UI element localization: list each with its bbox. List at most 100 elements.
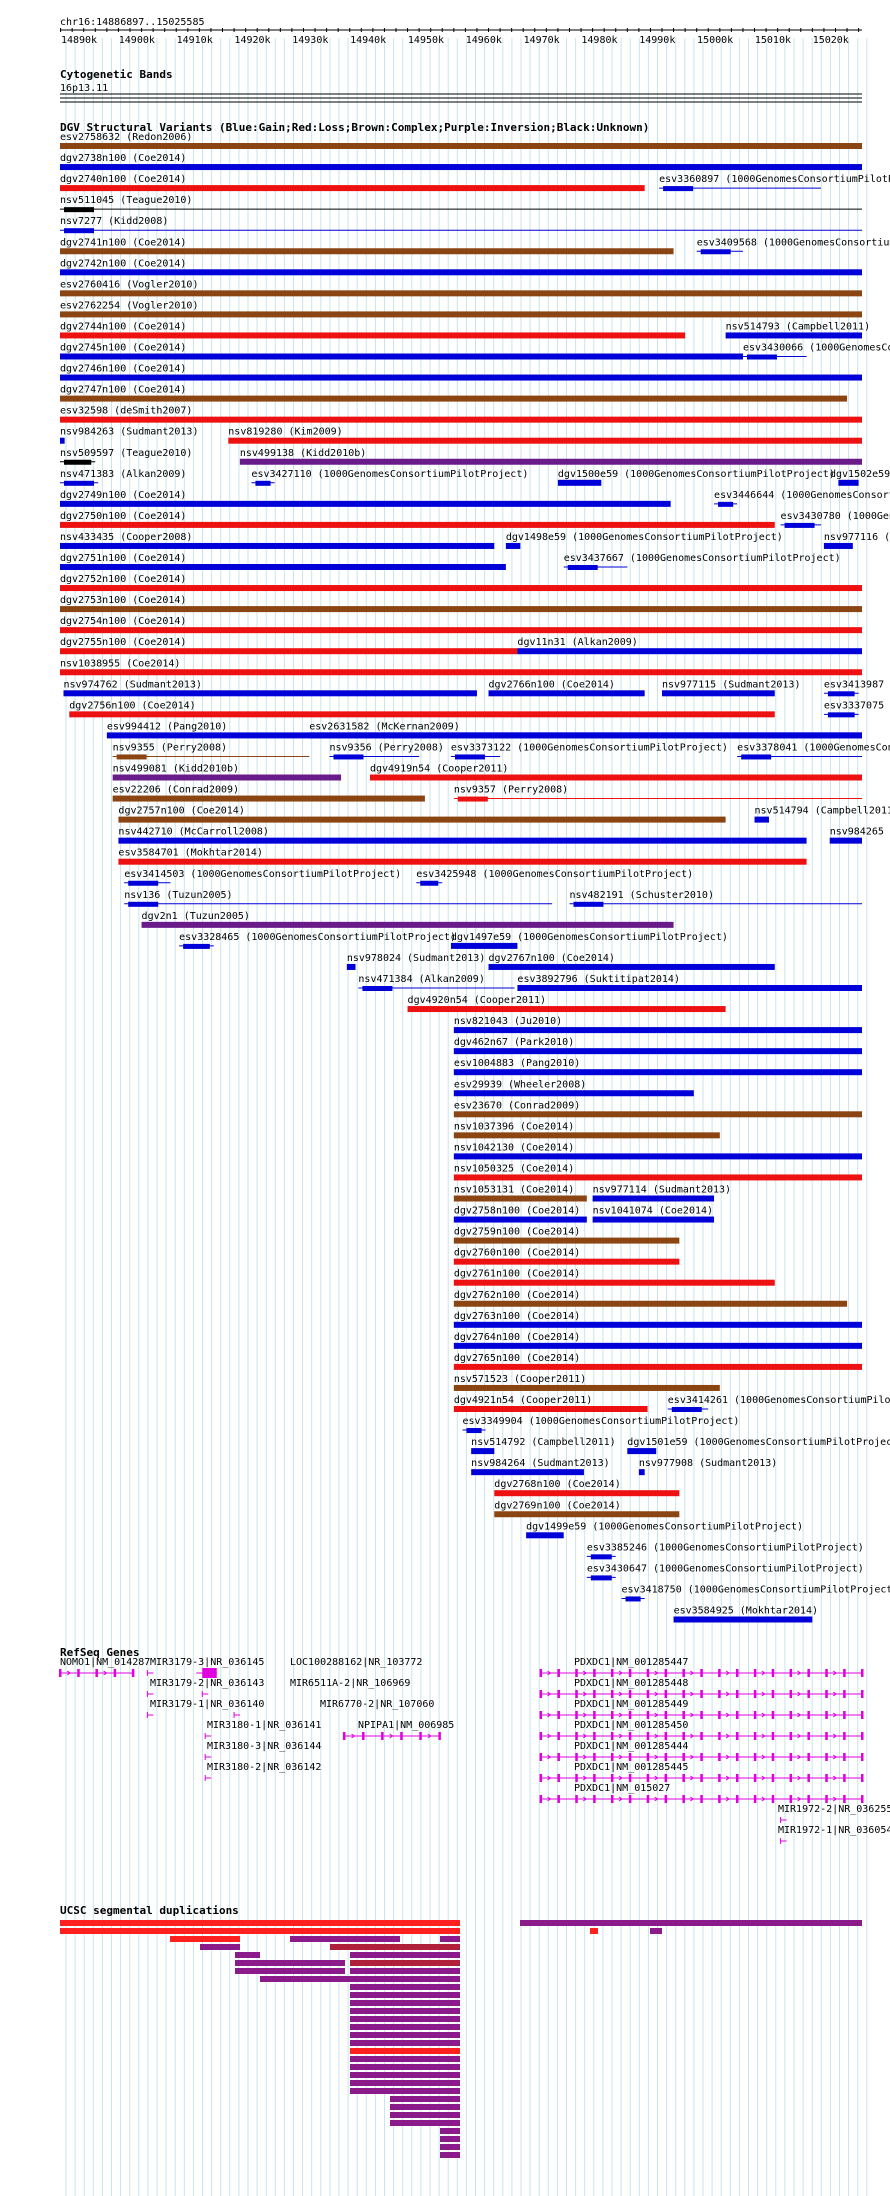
gene-exon[interactable] (789, 1732, 793, 1740)
gene-exon[interactable] (861, 1795, 864, 1803)
variant-bar[interactable] (60, 332, 686, 339)
gene-exon[interactable] (843, 1669, 846, 1677)
gene[interactable]: MIR1972-2|NR_036255 (778, 1804, 890, 1823)
gene-exon[interactable] (593, 1753, 596, 1761)
variant[interactable]: nsv514794 (Campbell2011) (754, 806, 890, 823)
gene-exon[interactable] (735, 1711, 739, 1719)
gene-exon[interactable] (575, 1753, 578, 1761)
variant[interactable]: nsv974762 (Sudmant2013) (63, 679, 477, 697)
variant[interactable]: nsv819280 (Kim2009) (228, 427, 863, 444)
variant-bar[interactable] (494, 1511, 680, 1518)
gene-exon[interactable] (771, 1690, 775, 1698)
gene-exon[interactable] (575, 1669, 578, 1677)
gene[interactable]: MIR3180-1|NR_036141 (204, 1720, 321, 1739)
variant[interactable]: dgv2758n100 (Coe2014) (453, 1206, 587, 1223)
variant[interactable]: dgv4920n54 (Cooper2011) (407, 995, 726, 1013)
gene-exon[interactable] (771, 1669, 775, 1677)
gene-exon[interactable] (861, 1669, 864, 1677)
gene-exon[interactable] (539, 1690, 543, 1698)
gene-exon[interactable] (362, 1732, 365, 1740)
segdup-feature[interactable] (390, 2112, 460, 2118)
gene-exon[interactable] (664, 1669, 668, 1677)
variant[interactable]: dgv2767n100 (Coe2014) (488, 953, 775, 970)
gene-exon[interactable] (646, 1774, 650, 1782)
segdup-feature[interactable] (170, 1936, 240, 1942)
gene[interactable]: MIR3180-3|NR_036144 (204, 1741, 321, 1760)
gene[interactable]: PDXDC1|NM_001285445 (539, 1762, 864, 1782)
variant[interactable]: dgv2760n100 (Coe2014) (453, 1248, 680, 1265)
variant-block[interactable] (746, 354, 777, 360)
variant[interactable]: esv3385246 (1000GenomesConsortiumPilotPr… (586, 1542, 864, 1560)
variant[interactable]: nsv499081 (Kidd2010b) (112, 764, 342, 781)
variant-bar[interactable] (453, 1216, 587, 1223)
gene-exon[interactable] (771, 1795, 775, 1803)
variant-bar[interactable] (60, 395, 848, 402)
gene-exon[interactable] (753, 1669, 757, 1677)
gene-exon[interactable] (113, 1669, 117, 1677)
variant[interactable]: nsv571523 (Cooper2011) (453, 1374, 720, 1391)
gene-exon[interactable] (861, 1690, 864, 1698)
segdup-feature[interactable] (590, 1928, 598, 1934)
variant[interactable]: nsv1038955 (Coe2014) (60, 658, 862, 676)
gene-exon[interactable] (735, 1795, 739, 1803)
variant-bar[interactable] (239, 458, 862, 465)
variant-bar[interactable] (453, 1321, 862, 1328)
variant-bar[interactable] (453, 1153, 862, 1160)
variant[interactable]: nsv136 (Tuzun2005) (124, 890, 553, 907)
segdup-feature[interactable] (350, 1960, 460, 1966)
gene-exon[interactable] (700, 1669, 703, 1677)
segdup-feature[interactable] (350, 2088, 460, 2094)
variant-bar[interactable] (505, 542, 521, 549)
variant[interactable]: esv3446644 (1000GenomesConsortiumPilotPr… (714, 490, 890, 507)
gene[interactable]: MIR3179-1|NR_036140 (146, 1699, 264, 1718)
variant-block[interactable] (116, 754, 147, 760)
gene[interactable]: MIR3179-2|NR_036143 (146, 1678, 264, 1697)
variant-bar[interactable] (592, 1195, 715, 1202)
variant[interactable]: dgv2745n100 (Coe2014) (60, 343, 743, 360)
variant[interactable]: nsv977116 (Sudmant2013) (823, 532, 890, 549)
gene-exon[interactable] (539, 1774, 543, 1782)
gene-exon[interactable] (753, 1795, 757, 1803)
variant[interactable]: esv3328465 (1000GenomesConsortiumPilotPr… (179, 932, 456, 949)
gene-exon[interactable] (575, 1690, 578, 1698)
variant[interactable]: dgv2742n100 (Coe2014) (60, 258, 862, 276)
variant[interactable]: nsv1053131 (Coe2014) (453, 1185, 587, 1202)
variant[interactable]: dgv2763n100 (Coe2014) (453, 1311, 862, 1328)
variant[interactable]: esv3584925 (Mokhtar2014) (673, 1606, 819, 1623)
gene-exon[interactable] (825, 1774, 828, 1782)
variant[interactable]: dgv2752n100 (Coe2014) (60, 574, 862, 592)
cytoband-bar[interactable] (60, 93, 862, 103)
variant[interactable]: dgv2738n100 (Coe2014) (60, 153, 862, 171)
variant-bar[interactable] (754, 816, 769, 823)
variant[interactable]: dgv1498e59 (1000GenomesConsortiumPilotPr… (505, 532, 783, 549)
variant[interactable]: dgv462n67 (Park2010) (453, 1037, 862, 1055)
gene[interactable]: MIR6770-2|NR_107060 (233, 1699, 434, 1718)
variant[interactable]: dgv2759n100 (Coe2014) (453, 1227, 680, 1244)
variant-bar[interactable] (60, 627, 862, 634)
variant[interactable]: nsv1050325 (Coe2014) (453, 1163, 862, 1181)
variant-bar[interactable] (494, 1490, 680, 1497)
gene-exon[interactable] (735, 1753, 739, 1761)
variant[interactable]: esv32598 (deSmith2007) (60, 406, 862, 423)
gene-exon[interactable] (628, 1774, 632, 1782)
gene-exon[interactable] (131, 1669, 135, 1677)
gene-exon[interactable] (682, 1732, 685, 1740)
gene-exon[interactable] (718, 1669, 721, 1677)
variant-bar[interactable] (60, 290, 862, 297)
variant-bar[interactable] (60, 311, 862, 318)
variant-bar[interactable] (526, 1532, 564, 1539)
variant-bar[interactable] (453, 1363, 862, 1370)
variant[interactable]: nsv514792 (Campbell2011) (471, 1437, 616, 1455)
variant-block[interactable] (671, 1407, 702, 1412)
variant-block[interactable] (362, 986, 393, 991)
segdup-feature[interactable] (350, 2024, 460, 2030)
gene-exon[interactable] (664, 1795, 668, 1803)
variant-bar[interactable] (453, 1342, 862, 1349)
gene-exon[interactable] (539, 1732, 543, 1740)
gene-exon[interactable] (825, 1690, 828, 1698)
gene-exon[interactable] (843, 1711, 846, 1719)
variant-bar[interactable] (60, 416, 862, 423)
variant[interactable]: dgv2740n100 (Coe2014) (60, 174, 645, 192)
gene-exon[interactable] (682, 1690, 685, 1698)
segdup-feature[interactable] (390, 2104, 460, 2110)
